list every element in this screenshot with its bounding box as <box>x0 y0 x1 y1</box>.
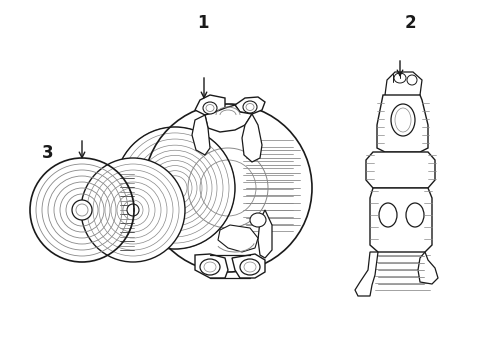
Ellipse shape <box>379 203 397 227</box>
Ellipse shape <box>391 104 415 136</box>
Ellipse shape <box>127 204 139 216</box>
Ellipse shape <box>240 259 260 275</box>
Polygon shape <box>418 252 438 284</box>
Polygon shape <box>195 95 225 115</box>
Polygon shape <box>365 72 440 258</box>
Ellipse shape <box>200 259 220 275</box>
Polygon shape <box>232 254 265 278</box>
Ellipse shape <box>144 104 312 272</box>
Polygon shape <box>235 97 265 114</box>
Ellipse shape <box>243 101 257 113</box>
Text: 2: 2 <box>405 14 416 32</box>
Polygon shape <box>377 95 428 152</box>
Polygon shape <box>242 114 262 162</box>
Polygon shape <box>355 252 378 296</box>
Ellipse shape <box>406 203 424 227</box>
Ellipse shape <box>203 102 217 114</box>
Polygon shape <box>195 254 228 278</box>
Polygon shape <box>385 72 422 100</box>
Ellipse shape <box>30 158 134 262</box>
Polygon shape <box>258 210 272 258</box>
Ellipse shape <box>250 213 266 227</box>
Polygon shape <box>366 152 435 188</box>
Polygon shape <box>205 105 252 132</box>
Polygon shape <box>370 188 432 252</box>
Ellipse shape <box>407 75 417 85</box>
Text: 1: 1 <box>197 14 209 32</box>
Ellipse shape <box>72 200 92 220</box>
Polygon shape <box>192 115 210 155</box>
Ellipse shape <box>81 158 185 262</box>
Text: 3: 3 <box>42 144 54 162</box>
Ellipse shape <box>394 73 406 83</box>
Polygon shape <box>218 225 258 252</box>
